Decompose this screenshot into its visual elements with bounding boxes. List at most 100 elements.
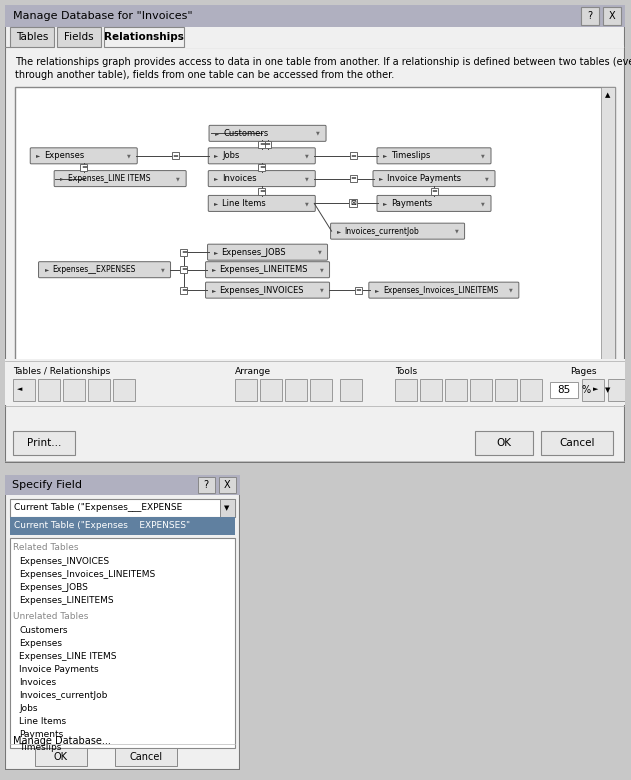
Text: Tools: Tools [395, 367, 417, 376]
Text: Current Table ("Expenses___EXPENSE: Current Table ("Expenses___EXPENSE [14, 504, 182, 512]
Text: Expenses_LINEITEMS: Expenses_LINEITEMS [19, 596, 114, 605]
FancyBboxPatch shape [258, 141, 265, 148]
Text: Expenses_LINE ITEMS: Expenses_LINE ITEMS [68, 174, 151, 183]
FancyBboxPatch shape [310, 379, 332, 401]
FancyBboxPatch shape [208, 171, 316, 186]
Text: Print...: Print... [27, 438, 61, 448]
Text: Timeslips: Timeslips [19, 743, 61, 752]
FancyBboxPatch shape [349, 200, 357, 207]
FancyBboxPatch shape [10, 27, 54, 47]
Text: ►: ► [379, 176, 383, 181]
Text: =: = [355, 287, 361, 293]
FancyBboxPatch shape [10, 517, 235, 535]
Text: Arrange: Arrange [235, 367, 271, 376]
FancyBboxPatch shape [420, 379, 442, 401]
FancyBboxPatch shape [206, 262, 329, 278]
FancyBboxPatch shape [541, 431, 613, 455]
Text: ►: ► [383, 154, 387, 158]
FancyBboxPatch shape [369, 282, 519, 298]
Text: The relationships graph provides access to data in one table from another. If a : The relationships graph provides access … [15, 57, 631, 67]
FancyBboxPatch shape [35, 748, 87, 766]
Text: Expenses_INVOICES: Expenses_INVOICES [220, 285, 304, 295]
Text: =: = [181, 267, 187, 273]
Text: Payments: Payments [391, 199, 432, 208]
FancyBboxPatch shape [285, 379, 307, 401]
Text: Expenses_JOBS: Expenses_JOBS [19, 583, 88, 592]
Text: ►: ► [36, 154, 40, 158]
FancyBboxPatch shape [260, 379, 282, 401]
Text: ▼: ▼ [509, 288, 513, 292]
Text: OK: OK [497, 438, 512, 448]
Text: ►: ► [215, 131, 220, 136]
Text: Cancel: Cancel [559, 438, 595, 448]
Text: Relationships: Relationships [104, 32, 184, 42]
FancyBboxPatch shape [208, 148, 316, 164]
FancyBboxPatch shape [445, 379, 467, 401]
Text: =: = [181, 287, 187, 293]
FancyBboxPatch shape [5, 359, 625, 405]
Text: Jobs: Jobs [222, 151, 240, 161]
Text: ◄: ◄ [17, 386, 23, 392]
Text: Pages: Pages [570, 367, 596, 376]
FancyBboxPatch shape [13, 431, 75, 455]
FancyBboxPatch shape [180, 249, 187, 256]
FancyBboxPatch shape [15, 383, 601, 395]
FancyBboxPatch shape [5, 475, 240, 770]
FancyBboxPatch shape [340, 379, 362, 401]
Text: Fields: Fields [64, 32, 94, 42]
FancyBboxPatch shape [373, 171, 495, 186]
Text: ▼: ▼ [481, 154, 485, 158]
Text: =: = [264, 142, 271, 147]
FancyBboxPatch shape [206, 282, 329, 298]
Text: ►: ► [211, 268, 216, 272]
Text: Expenses__EXPENSES: Expenses__EXPENSES [52, 265, 136, 275]
FancyBboxPatch shape [80, 164, 87, 171]
Text: ▼: ▼ [485, 176, 489, 181]
Text: Line Items: Line Items [222, 199, 266, 208]
Text: Expenses_Invoices_LINEITEMS: Expenses_Invoices_LINEITEMS [19, 570, 155, 579]
FancyBboxPatch shape [63, 379, 85, 401]
FancyBboxPatch shape [186, 45, 624, 48]
Text: ▼: ▼ [176, 176, 180, 181]
Text: ►: ► [60, 176, 64, 181]
Text: %: % [581, 385, 590, 395]
Text: ?: ? [587, 11, 593, 21]
FancyBboxPatch shape [15, 87, 615, 395]
Text: ▼: ▼ [224, 505, 230, 511]
Text: Related Tables: Related Tables [13, 543, 78, 552]
Text: Jobs: Jobs [19, 704, 37, 713]
FancyBboxPatch shape [495, 379, 517, 401]
FancyBboxPatch shape [331, 223, 464, 239]
FancyBboxPatch shape [88, 379, 110, 401]
Text: Invoices: Invoices [19, 678, 56, 687]
Text: ▼: ▼ [161, 268, 165, 272]
Text: Expenses_JOBS: Expenses_JOBS [221, 248, 286, 257]
Text: Expenses_LINEITEMS: Expenses_LINEITEMS [220, 265, 308, 275]
Text: ►: ► [215, 176, 218, 181]
Text: Expenses_LINE ITEMS: Expenses_LINE ITEMS [19, 652, 117, 661]
FancyBboxPatch shape [475, 431, 533, 455]
Text: Payments: Payments [19, 730, 63, 739]
Text: ►: ► [336, 229, 341, 234]
FancyBboxPatch shape [5, 5, 625, 463]
Text: Specify Field: Specify Field [12, 480, 82, 490]
Text: ▼: ▼ [455, 229, 459, 234]
FancyBboxPatch shape [5, 5, 625, 27]
Text: Expenses_INVOICES: Expenses_INVOICES [19, 557, 109, 566]
Text: =: = [350, 176, 356, 182]
FancyBboxPatch shape [220, 499, 235, 517]
Text: ▼: ▼ [317, 250, 321, 255]
FancyBboxPatch shape [104, 27, 184, 47]
FancyBboxPatch shape [13, 379, 35, 401]
Text: Customers: Customers [223, 129, 268, 138]
Text: ▼: ▼ [481, 201, 485, 206]
Text: ►: ► [45, 268, 49, 272]
Text: Invoice Payments: Invoice Payments [19, 665, 98, 674]
FancyBboxPatch shape [219, 477, 236, 493]
FancyBboxPatch shape [180, 286, 187, 293]
Text: =: = [350, 153, 356, 159]
FancyBboxPatch shape [54, 171, 186, 186]
Text: Customers: Customers [19, 626, 68, 635]
Text: Line Items: Line Items [19, 717, 66, 726]
Text: Cancel: Cancel [129, 752, 163, 762]
